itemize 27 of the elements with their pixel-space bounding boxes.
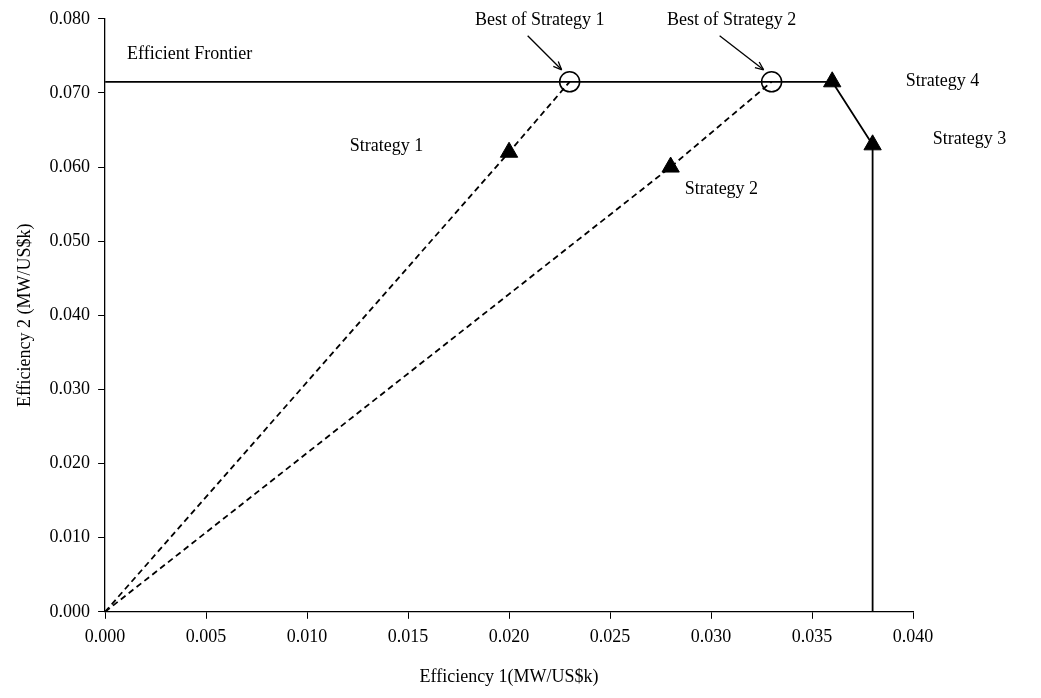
annotation: Strategy 2: [684, 177, 759, 198]
annotation: Strategy 4: [905, 69, 980, 90]
annotation: Best of Strategy 1: [474, 8, 605, 29]
y-tick-label: 0.020: [49, 452, 91, 473]
y-tick-label: 0.000: [49, 600, 91, 621]
y-tick-label: 0.070: [49, 81, 91, 102]
annotation: Best of Strategy 2: [666, 8, 797, 29]
y-tick-label: 0.060: [49, 155, 91, 176]
annotation: Strategy 1: [349, 135, 424, 156]
x-tick-label: 0.030: [690, 626, 732, 647]
y-tick-label: 0.010: [49, 526, 91, 547]
y-axis-title: Efficiency 2 (MW/US$k): [13, 223, 35, 408]
x-tick-label: 0.020: [488, 626, 530, 647]
x-tick-label: 0.010: [286, 626, 328, 647]
y-tick-label: 0.040: [49, 304, 91, 325]
x-tick-label: 0.005: [185, 626, 227, 647]
y-tick-label: 0.080: [49, 7, 91, 28]
y-tick-label: 0.030: [49, 378, 91, 399]
y-tick-label: 0.050: [49, 229, 91, 250]
x-tick-label: 0.035: [791, 626, 833, 647]
x-tick-label: 0.000: [84, 626, 126, 647]
x-tick-label: 0.040: [892, 626, 934, 647]
x-tick-label: 0.015: [387, 626, 429, 647]
annotation: Efficient Frontier: [127, 42, 253, 63]
text: Strategy 3: [932, 128, 1007, 149]
x-axis-title: Efficiency 1(MW/US$k): [419, 665, 599, 687]
x-tick-label: 0.025: [589, 626, 631, 647]
